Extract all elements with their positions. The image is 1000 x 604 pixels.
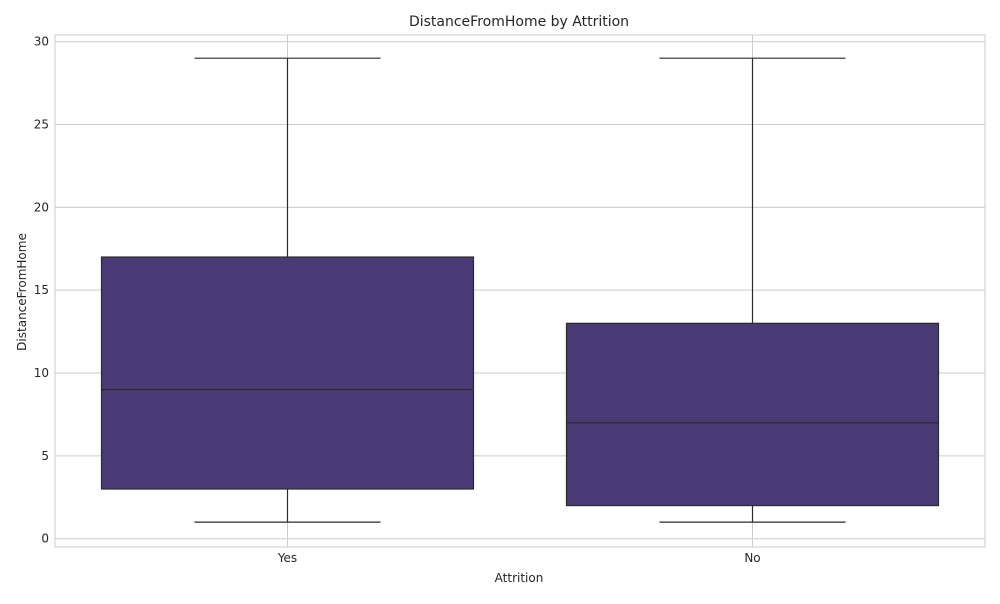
y-tick-label: 0 [41, 532, 49, 546]
x-tick-label: Yes [277, 551, 297, 565]
box-no [565, 322, 940, 507]
y-tick-label: 25 [34, 117, 49, 131]
y-tick-label: 20 [34, 200, 49, 214]
chart-title: DistanceFromHome by Attrition [409, 14, 629, 30]
y-tick-label: 15 [34, 283, 49, 297]
x-axis-label: Attrition [495, 571, 544, 585]
y-tick-label: 10 [34, 366, 49, 380]
x-tick-label: No [744, 551, 760, 565]
y-axis-label: DistanceFromHome [15, 233, 29, 351]
plot-frame [54, 34, 986, 548]
y-tick-label: 5 [41, 449, 49, 463]
y-tick-label: 30 [34, 35, 49, 49]
x-tick-labels: Yes No [277, 551, 761, 565]
box-yes [100, 256, 475, 490]
box-layer [100, 57, 940, 523]
y-tick-labels: 0 5 10 15 20 25 30 [34, 35, 49, 546]
